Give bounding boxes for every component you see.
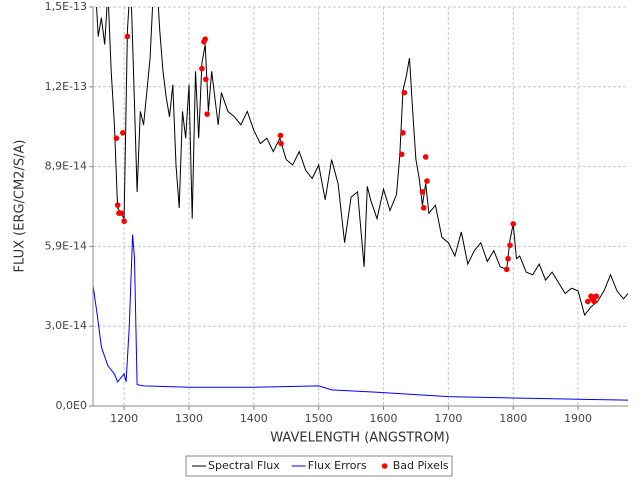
bad-pixel <box>507 242 513 249</box>
y-tick-label: 5,9E-14 <box>45 239 87 252</box>
bad-pixel <box>398 151 405 158</box>
bad-pixel <box>199 65 205 72</box>
grid <box>93 6 628 407</box>
bad-pixel <box>505 255 511 262</box>
x-tick-label: 1400 <box>240 412 268 425</box>
y-tick-label: 1,2E-13 <box>45 80 87 93</box>
legend-label: Flux Errors <box>308 459 367 472</box>
bad-pixel <box>121 218 127 225</box>
bad-pixel <box>420 205 427 211</box>
bad-pixel <box>204 111 210 117</box>
x-axis-label: WAVELENGTH (ANGSTROM) <box>270 431 449 446</box>
bad-pixel <box>584 298 591 305</box>
series-line <box>96 7 628 317</box>
bad-pixel <box>114 202 121 208</box>
bad-pixel <box>278 140 284 147</box>
bad-pixel <box>419 188 426 195</box>
bad-pixel <box>124 33 131 40</box>
legend-items: Spectral Flux Flux Errors Bad Pixels <box>192 459 449 472</box>
bad-pixel <box>277 132 284 139</box>
plot-area <box>93 7 628 401</box>
bad-pixel <box>510 221 517 227</box>
bad-pixel <box>401 89 408 96</box>
x-tick-label: 1600 <box>370 412 398 425</box>
x-tick-label: 1700 <box>434 412 462 425</box>
bad-pixel <box>118 210 125 216</box>
bad-pixel <box>120 130 126 136</box>
y-axis-label: FLUX (ERG/CM2/S/A) <box>13 140 28 273</box>
y-tick-label: 0,0E0 <box>56 399 87 412</box>
x-tick-label: 1500 <box>305 412 333 425</box>
x-tick-label: 1300 <box>175 412 203 425</box>
y-tick-label: 8,9E-14 <box>45 160 87 173</box>
bad-pixel <box>591 298 598 305</box>
legend-marker <box>381 463 388 469</box>
bad-pixel <box>202 36 208 42</box>
x-tick-label: 1200 <box>110 412 138 425</box>
bad-pixel <box>593 293 600 300</box>
bad-pixel <box>400 130 406 136</box>
legend-label: Bad Pixels <box>393 459 449 472</box>
legend <box>185 455 453 477</box>
legend-label: Spectral Flux <box>208 459 280 472</box>
y-tick-label: 1,5E-13 <box>45 0 87 13</box>
x-tick-label: 1800 <box>499 412 527 425</box>
bad-pixel <box>424 178 430 184</box>
bad-pixel <box>503 266 510 273</box>
bad-pixel <box>422 154 429 160</box>
bad-pixel <box>203 76 209 83</box>
x-tick-label: 1900 <box>564 412 592 425</box>
bad-pixel <box>113 135 120 142</box>
series-line <box>93 234 628 401</box>
y-tick-label: 3,0E-14 <box>45 319 87 332</box>
